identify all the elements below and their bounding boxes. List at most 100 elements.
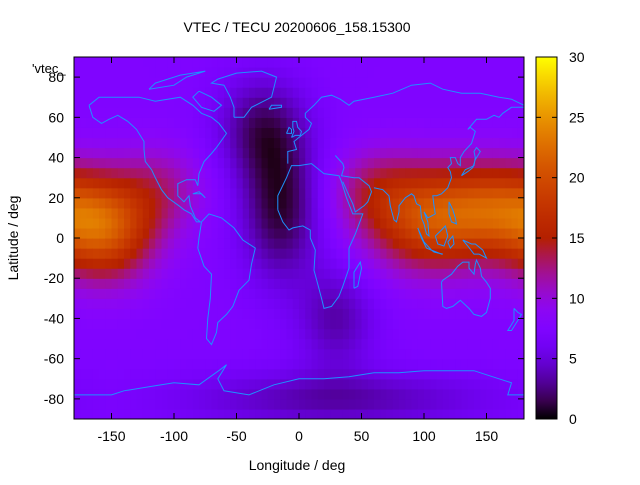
- heatmap-cell: [330, 278, 338, 289]
- heatmap-cell: [342, 167, 350, 179]
- heatmap-cell: [355, 398, 363, 410]
- heatmap-cell: [399, 258, 406, 269]
- heatmap-cell: [517, 227, 524, 239]
- heatmap-cell: [255, 338, 263, 350]
- heatmap-cell: [467, 348, 475, 360]
- heatmap-cell: [417, 398, 425, 410]
- heatmap-cell: [511, 97, 519, 108]
- heatmap-cell: [224, 207, 231, 219]
- heatmap-cell: [230, 157, 238, 169]
- heatmap-cell: [430, 87, 438, 98]
- heatmap-cell: [499, 177, 506, 189]
- heatmap-cell: [267, 288, 275, 299]
- heatmap-cell: [361, 157, 369, 169]
- heatmap-cell: [367, 278, 375, 289]
- heatmap-cell: [280, 87, 288, 98]
- heatmap-cell: [174, 207, 181, 219]
- heatmap-cell: [324, 177, 331, 189]
- heatmap-cell: [149, 348, 156, 360]
- heatmap-cell: [424, 258, 431, 269]
- heatmap-cell: [399, 87, 406, 98]
- heatmap-cell: [436, 227, 444, 239]
- heatmap-cell: [317, 358, 325, 370]
- heatmap-cell: [342, 157, 350, 169]
- heatmap-cell: [142, 328, 150, 340]
- heatmap-cell: [230, 238, 238, 249]
- heatmap-cell: [274, 398, 281, 410]
- heatmap-cell: [517, 318, 524, 330]
- heatmap-cell: [155, 137, 163, 149]
- heatmap-cell: [342, 87, 350, 98]
- heatmap-cell: [192, 167, 200, 179]
- heatmap-cell: [361, 348, 369, 360]
- heatmap-cell: [486, 308, 494, 320]
- heatmap-cell: [149, 238, 156, 249]
- heatmap-cell: [355, 288, 363, 299]
- heatmap-cell: [517, 87, 524, 98]
- heatmap-cell: [224, 157, 231, 169]
- heatmap-cell: [480, 117, 488, 128]
- heatmap-cell: [392, 288, 400, 299]
- heatmap-cell: [105, 207, 113, 219]
- heatmap-cell: [180, 77, 188, 88]
- heatmap-cell: [230, 197, 238, 209]
- heatmap-cell: [280, 137, 288, 149]
- heatmap-cell: [449, 258, 456, 269]
- heatmap-cell: [292, 388, 300, 400]
- heatmap-cell: [242, 298, 250, 309]
- heatmap-cell: [480, 197, 488, 209]
- heatmap-cell: [361, 147, 369, 159]
- heatmap-cell: [142, 378, 150, 390]
- heatmap-cell: [249, 318, 256, 330]
- heatmap-cell: [149, 328, 156, 340]
- heatmap-cell: [336, 97, 344, 108]
- heatmap-cell: [155, 298, 163, 309]
- heatmap-cell: [324, 278, 331, 289]
- heatmap-cell: [99, 67, 106, 78]
- heatmap-cell: [286, 358, 294, 370]
- heatmap-cell: [117, 87, 125, 98]
- heatmap-cell: [317, 318, 325, 330]
- heatmap-cell: [161, 187, 169, 199]
- heatmap-cell: [386, 167, 394, 179]
- heatmap-cell: [417, 238, 425, 249]
- heatmap-cell: [117, 217, 125, 229]
- heatmap-cell: [442, 57, 450, 68]
- heatmap-cell: [336, 278, 344, 289]
- heatmap-cell: [417, 358, 425, 370]
- heatmap-cell: [230, 318, 238, 330]
- heatmap-cell: [492, 87, 500, 98]
- y-tick-label: -60: [44, 351, 64, 367]
- heatmap-cell: [142, 368, 150, 380]
- heatmap-cell: [74, 308, 81, 320]
- heatmap-cell: [205, 328, 213, 340]
- heatmap-cell: [417, 157, 425, 169]
- heatmap-cell: [236, 298, 244, 309]
- heatmap-cell: [199, 137, 206, 149]
- heatmap-cell: [255, 147, 263, 159]
- heatmap-cell: [386, 358, 394, 370]
- heatmap-cell: [211, 368, 219, 380]
- heatmap-cell: [86, 87, 94, 98]
- heatmap-cell: [411, 187, 419, 199]
- heatmap-cell: [442, 87, 450, 98]
- heatmap-cell: [117, 167, 125, 179]
- heatmap-cell: [92, 338, 100, 350]
- heatmap-cell: [111, 328, 119, 340]
- heatmap-cell: [255, 278, 263, 289]
- heatmap-cell: [480, 298, 488, 309]
- heatmap-cell: [430, 298, 438, 309]
- heatmap-cell: [317, 177, 325, 189]
- heatmap-cell: [80, 157, 88, 169]
- heatmap-cell: [499, 147, 506, 159]
- heatmap-cell: [130, 298, 138, 309]
- heatmap-cell: [330, 308, 338, 320]
- heatmap-cell: [124, 308, 131, 320]
- heatmap-cell: [417, 278, 425, 289]
- heatmap-cell: [505, 338, 513, 350]
- heatmap-cell: [80, 238, 88, 249]
- heatmap-cell: [280, 97, 288, 108]
- heatmap-cell: [299, 57, 306, 68]
- heatmap-cell: [511, 378, 519, 390]
- heatmap-cell: [349, 298, 356, 309]
